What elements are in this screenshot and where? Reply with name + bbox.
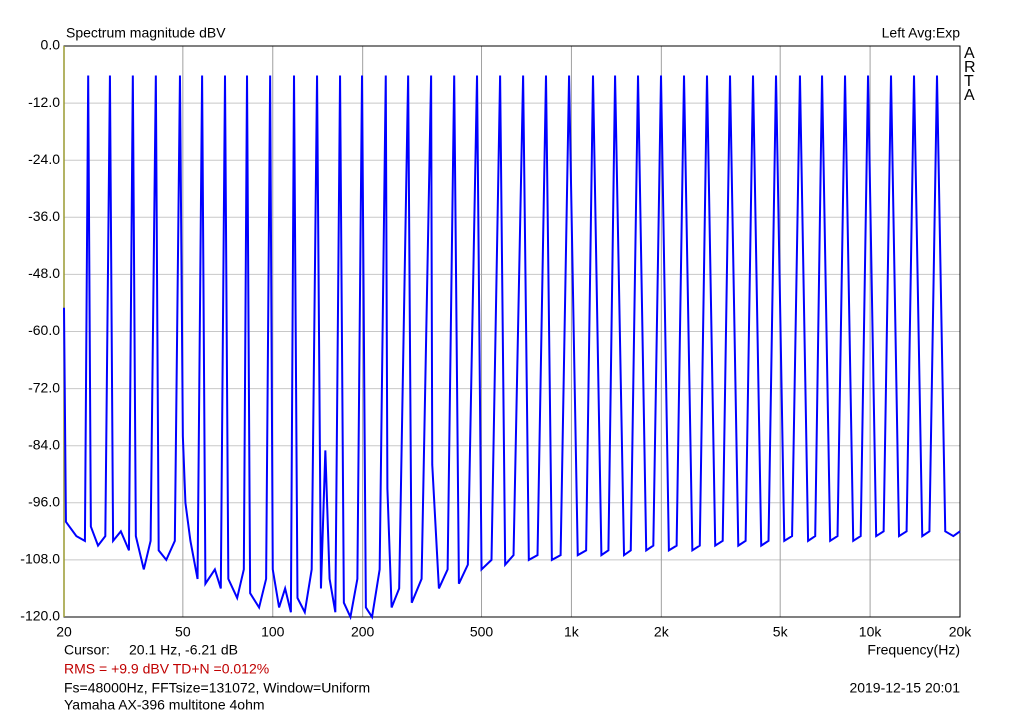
x-tick-label: 20 xyxy=(56,624,72,640)
y-tick-label: -60.0 xyxy=(28,322,60,338)
y-tick-label: -96.0 xyxy=(28,494,60,510)
y-tick-label: -72.0 xyxy=(28,379,60,395)
y-tick-label: -120.0 xyxy=(20,608,60,624)
x-tick-label: 50 xyxy=(175,624,191,640)
rms-line: RMS = +9.9 dBV TD+N =0.012% xyxy=(64,661,269,677)
channel-label: Left Avg:Exp xyxy=(882,25,961,41)
x-tick-label: 500 xyxy=(470,624,494,640)
cursor-label: Cursor: xyxy=(64,642,110,658)
x-tick-label: 1k xyxy=(564,624,580,640)
timestamp: 2019-12-15 20:01 xyxy=(849,680,960,696)
x-tick-label: 20k xyxy=(949,624,973,640)
x-axis-label: Frequency(Hz) xyxy=(867,642,960,658)
y-tick-label: -24.0 xyxy=(28,151,60,167)
x-tick-label: 10k xyxy=(859,624,883,640)
chart-title: Spectrum magnitude dBV xyxy=(66,25,226,41)
cursor-value: 20.1 Hz, -6.21 dB xyxy=(129,642,238,658)
x-tick-label: 100 xyxy=(261,624,285,640)
y-tick-label: -108.0 xyxy=(20,551,60,567)
brand: ARTA xyxy=(964,45,976,104)
y-tick-label: -12.0 xyxy=(28,94,60,110)
x-tick-label: 2k xyxy=(654,624,670,640)
settings-line: Fs=48000Hz, FFTsize=131072, Window=Unifo… xyxy=(64,680,370,696)
note: Yamaha AX-396 multitone 4ohm xyxy=(64,697,265,713)
x-tick-label: 5k xyxy=(773,624,789,640)
y-tick-label: -36.0 xyxy=(28,208,60,224)
spectrum-line xyxy=(63,75,961,621)
y-tick-label: 0.0 xyxy=(41,37,61,53)
x-tick-label: 200 xyxy=(351,624,375,640)
y-tick-label: -48.0 xyxy=(28,265,60,281)
y-tick-label: -84.0 xyxy=(28,436,60,452)
